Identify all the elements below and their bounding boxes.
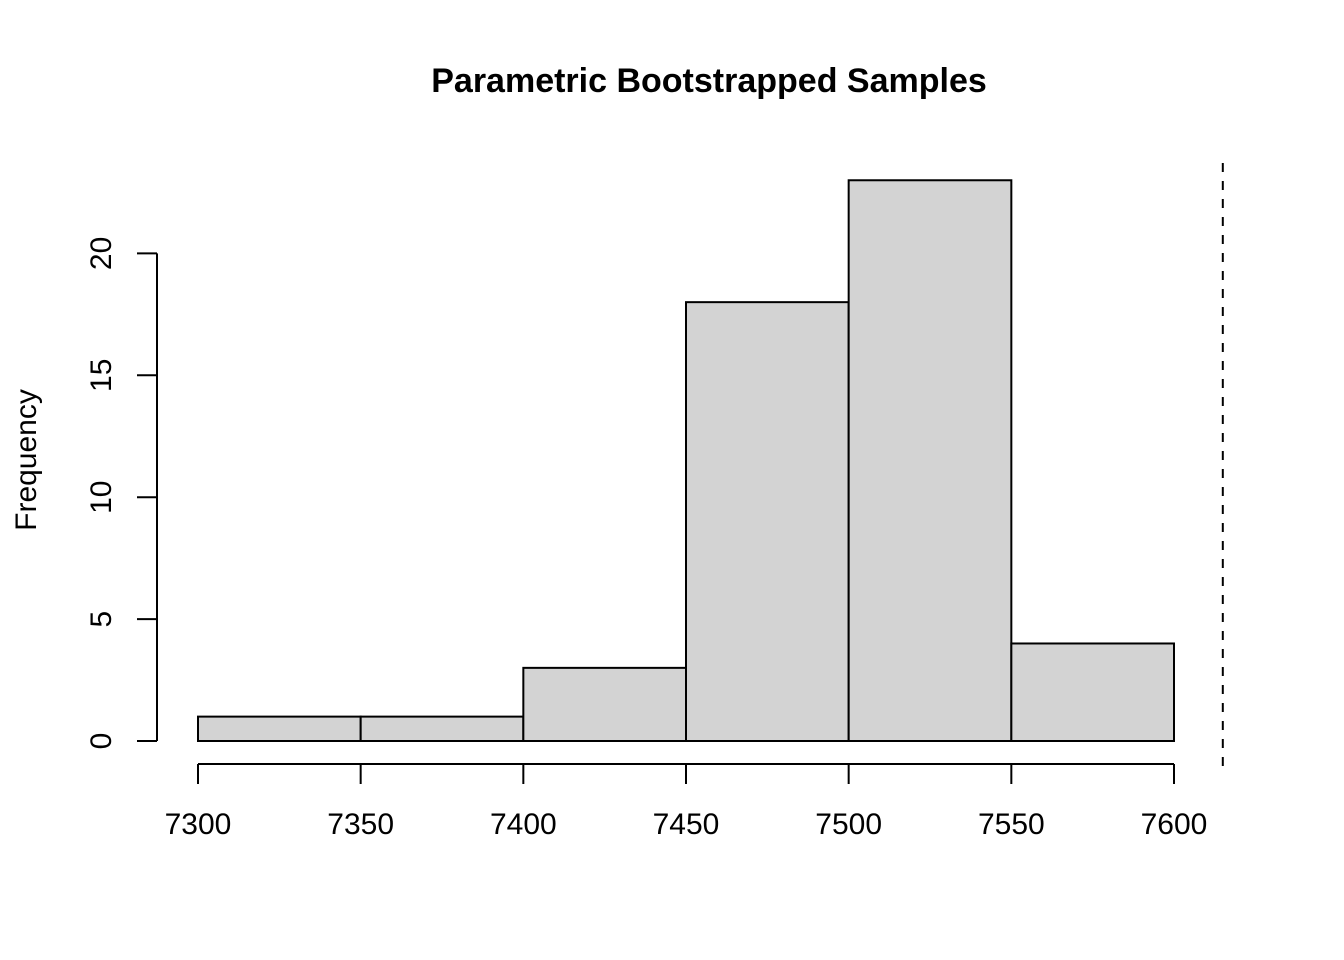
- histogram-bar-7350-7400: [359, 715, 525, 742]
- y-axis: 0 5 10 15 20: [85, 237, 158, 750]
- histogram-bar-7400-7450: [522, 666, 687, 742]
- x-tick-label-7600: 7600: [1141, 808, 1208, 841]
- x-axis: 7300 7350 7400 7450 7500 7550 7600: [165, 763, 1208, 841]
- x-tick-label-7350: 7350: [327, 808, 394, 841]
- histogram-bar-7300-7350: [197, 715, 362, 742]
- bars-group: [197, 179, 1175, 742]
- x-tick-label-7500: 7500: [815, 808, 882, 841]
- histogram-bar-7450-7500: [685, 301, 850, 742]
- y-tick-label-5: 5: [85, 611, 118, 628]
- histogram-bar-7550-7600: [1010, 642, 1175, 742]
- x-tick-label-7400: 7400: [490, 808, 557, 841]
- chart-title: Parametric Bootstrapped Samples: [431, 62, 987, 100]
- y-tick-label-10: 10: [85, 481, 118, 514]
- x-tick-label-7450: 7450: [653, 808, 720, 841]
- y-tick-label-20: 20: [85, 237, 118, 270]
- y-tick-label-15: 15: [85, 359, 118, 392]
- x-tick-label-7300: 7300: [165, 808, 232, 841]
- x-tick-label-7550: 7550: [978, 808, 1045, 841]
- y-tick-label-0: 0: [85, 733, 118, 750]
- histogram-bar-7500-7550: [847, 179, 1013, 742]
- y-axis-label: Frequency: [10, 389, 43, 531]
